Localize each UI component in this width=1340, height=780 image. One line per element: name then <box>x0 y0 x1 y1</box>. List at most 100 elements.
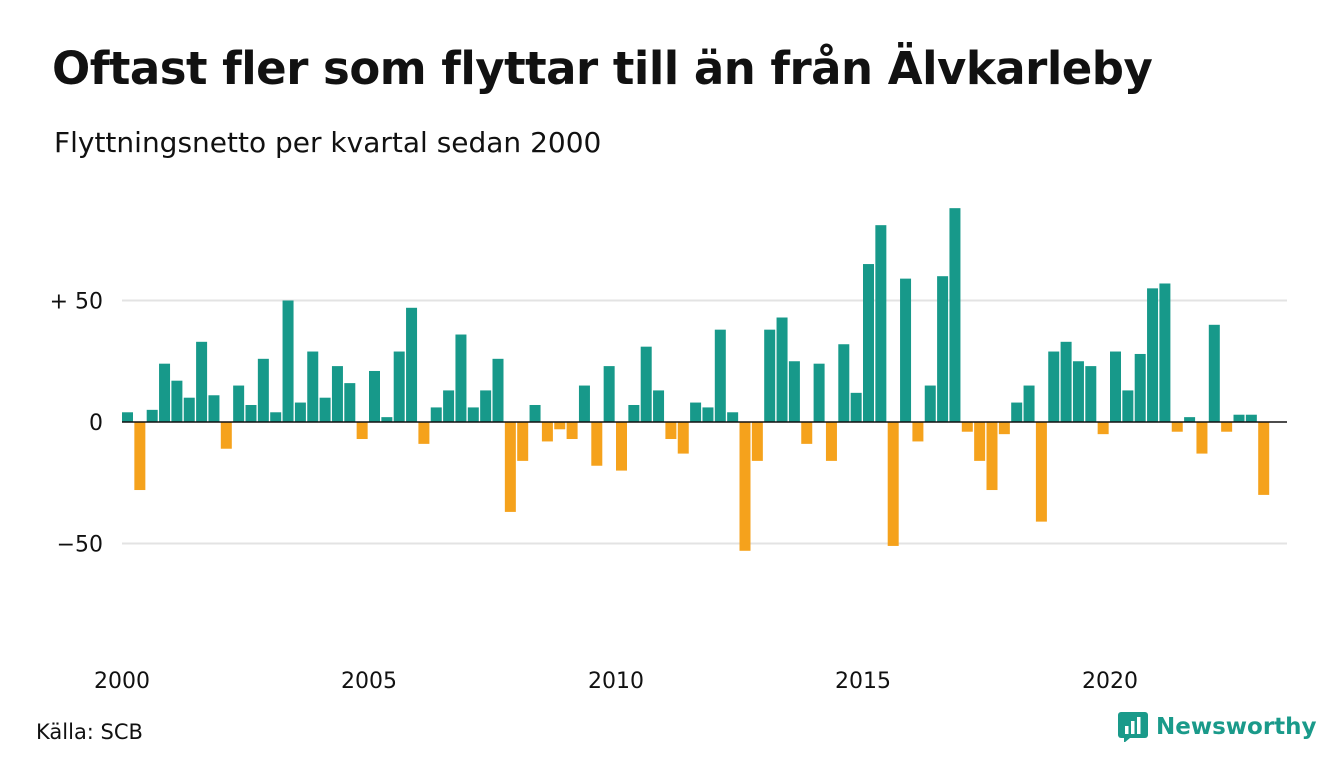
bar <box>356 422 368 440</box>
bar <box>1035 422 1047 522</box>
bar <box>1060 341 1072 422</box>
x-axis-ticks: 2000 2005 2010 2015 2020 <box>94 669 1138 694</box>
bar <box>270 412 282 422</box>
bar <box>233 385 245 422</box>
bar <box>455 334 467 422</box>
bar <box>986 422 998 491</box>
bar <box>665 422 677 440</box>
bar <box>381 417 393 422</box>
bar <box>134 422 146 491</box>
bar <box>1159 283 1171 422</box>
bar <box>838 344 850 422</box>
bar <box>912 422 924 442</box>
bar <box>1023 385 1035 422</box>
bar <box>122 412 133 422</box>
bar <box>640 346 652 422</box>
bar <box>245 404 257 422</box>
y-axis-ticks: + 50 0 −50 <box>50 290 103 558</box>
bar <box>1233 414 1245 422</box>
bar <box>406 307 418 422</box>
bar <box>220 422 232 449</box>
bar <box>727 412 739 422</box>
bar <box>801 422 813 444</box>
bar <box>1085 366 1097 422</box>
bar <box>430 407 442 422</box>
bar <box>788 361 800 422</box>
bar <box>517 422 529 461</box>
x-tick-label: 2020 <box>1082 669 1138 694</box>
bar <box>443 390 455 422</box>
bar <box>1048 351 1060 422</box>
bar <box>146 409 158 422</box>
bar <box>1258 422 1270 495</box>
bar <box>961 422 973 432</box>
bar <box>813 363 825 422</box>
bar <box>257 358 269 422</box>
bar <box>875 225 887 422</box>
bar <box>616 422 627 471</box>
bar <box>282 300 294 422</box>
bar <box>591 422 603 466</box>
bar <box>1011 402 1023 422</box>
bar <box>739 422 751 551</box>
bar <box>887 422 899 546</box>
y-tick-label: 0 <box>89 411 103 436</box>
bar <box>1245 414 1257 422</box>
bar <box>998 422 1010 435</box>
bar <box>1122 390 1134 422</box>
x-tick-label: 2005 <box>341 669 397 694</box>
bar <box>603 366 615 422</box>
bar <box>690 402 702 422</box>
bar <box>492 358 504 422</box>
bars <box>122 208 1287 551</box>
bar <box>825 422 837 461</box>
bar <box>863 264 874 422</box>
y-tick-label: −50 <box>57 533 103 558</box>
bar <box>628 404 640 422</box>
newsworthy-logo-icon <box>1118 712 1148 742</box>
bar <box>578 385 590 422</box>
bar <box>1110 351 1121 422</box>
bar <box>702 407 714 422</box>
gridlines <box>122 299 1287 545</box>
bar <box>974 422 986 461</box>
bar <box>418 422 430 444</box>
bar <box>776 317 788 422</box>
y-tick-label: + 50 <box>50 290 103 315</box>
bar <box>714 329 726 422</box>
bar <box>196 341 208 422</box>
bar <box>369 370 380 422</box>
bar <box>541 422 553 442</box>
bar <box>529 404 541 422</box>
chart-subtitle: Flyttningsnetto per kvartal sedan 2000 <box>54 126 602 159</box>
bar <box>307 351 319 422</box>
bar <box>900 278 912 422</box>
bar <box>1134 353 1146 422</box>
bar <box>467 407 479 422</box>
bar <box>331 366 343 422</box>
x-tick-label: 2010 <box>588 669 644 694</box>
bar <box>751 422 763 461</box>
bar <box>1097 422 1109 435</box>
bar <box>208 395 220 422</box>
bar <box>764 329 776 422</box>
bar <box>1147 288 1159 422</box>
bar <box>949 208 961 422</box>
x-tick-label: 2015 <box>835 669 891 694</box>
bar <box>653 390 665 422</box>
bar <box>1184 417 1196 422</box>
bar <box>554 422 566 430</box>
bar <box>1196 422 1208 454</box>
bar <box>159 363 171 422</box>
bar <box>393 351 405 422</box>
bar <box>294 402 306 422</box>
bar <box>937 276 949 422</box>
bar <box>504 422 516 512</box>
bar <box>1171 422 1183 432</box>
source-note: Källa: SCB <box>36 720 143 744</box>
x-tick-label: 2000 <box>94 669 150 694</box>
bar <box>319 397 331 422</box>
bar <box>924 385 936 422</box>
bar <box>1072 361 1084 422</box>
